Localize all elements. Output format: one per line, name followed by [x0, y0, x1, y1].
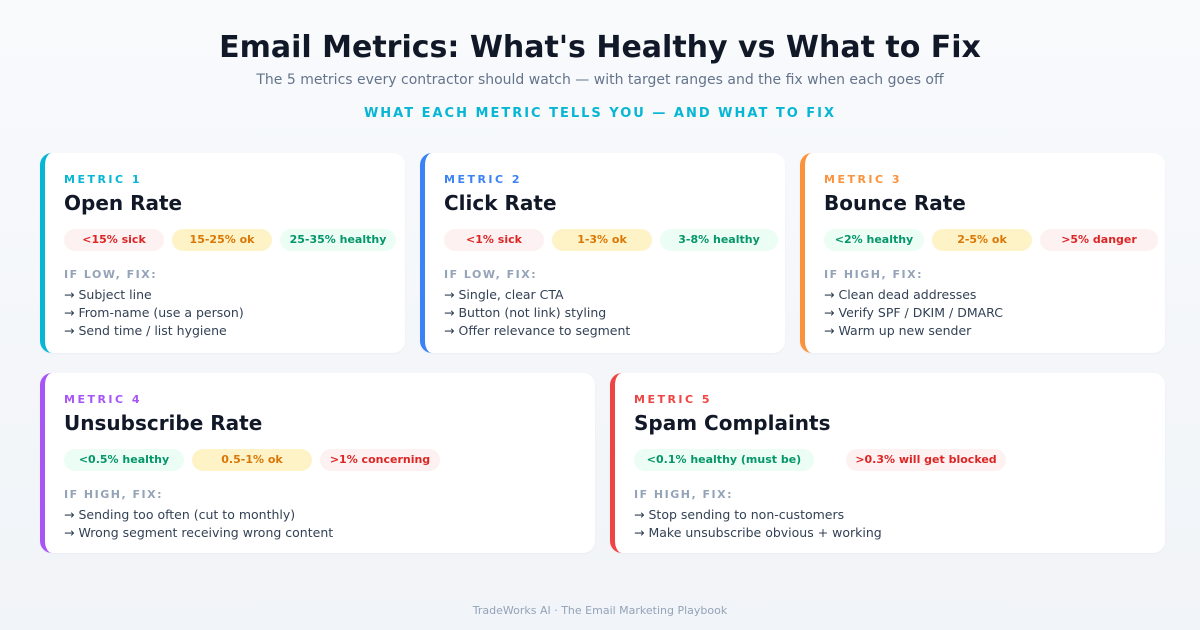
fix-item: → Make unsubscribe obvious + working	[634, 525, 882, 540]
fix-label: IF LOW, FIX:	[64, 268, 158, 281]
fix-item: → Subject line	[64, 287, 152, 302]
arrow-right-icon: →	[64, 287, 75, 302]
metric-kicker: METRIC 2	[444, 173, 523, 186]
range-pill-sick: <15% sick	[64, 229, 164, 251]
fix-item: → Offer relevance to segment	[444, 323, 631, 338]
metric-card-bounce-rate: METRIC 3 Bounce Rate <2% healthy 2-5% ok…	[800, 153, 1165, 353]
fix-label: IF LOW, FIX:	[444, 268, 538, 281]
fix-item: → From-name (use a person)	[64, 305, 244, 320]
metric-card-click-rate: METRIC 2 Click Rate <1% sick 1-3% ok 3-8…	[420, 153, 785, 353]
fix-list: → Single, clear CTA → Button (not link) st…	[444, 286, 785, 340]
arrow-right-icon: →	[824, 305, 835, 320]
fix-item: → Stop sending to non-customers	[634, 507, 845, 522]
range-pills: <15% sick 15-25% ok 25-35% healthy	[64, 229, 405, 251]
arrow-right-icon: →	[824, 323, 835, 338]
range-pill-sick: <1% sick	[444, 229, 544, 251]
fix-label: IF HIGH, FIX:	[64, 488, 163, 501]
arrow-right-icon: →	[64, 525, 75, 540]
fix-item: → Verify SPF / DKIM / DMARC	[824, 305, 1003, 320]
arrow-right-icon: →	[64, 323, 75, 338]
arrow-right-icon: →	[634, 507, 645, 522]
fix-item: → Wrong segment receiving wrong content	[64, 525, 334, 540]
fix-list: → Subject line → From-name (use a person) …	[64, 286, 405, 340]
metric-title: Open Rate	[64, 191, 183, 215]
arrow-right-icon: →	[444, 323, 455, 338]
range-pill-healthy: <2% healthy	[824, 229, 924, 251]
arrow-right-icon: →	[444, 287, 455, 302]
metric-kicker: METRIC 5	[634, 393, 713, 406]
range-pill-ok: 1-3% ok	[552, 229, 652, 251]
range-pill-healthy: <0.1% healthy (must be)	[634, 449, 814, 471]
section-label: WHAT EACH METRIC TELLS YOU — AND WHAT TO…	[363, 106, 837, 121]
range-pill-ok: 15-25% ok	[172, 229, 272, 251]
range-pill-ok: 0.5-1% ok	[192, 449, 312, 471]
fix-label: IF HIGH, FIX:	[824, 268, 923, 281]
metric-kicker: METRIC 3	[824, 173, 903, 186]
footer-credit: TradeWorks AI · The Email Marketing Play…	[472, 604, 728, 617]
range-pills: <1% sick 1-3% ok 3-8% healthy	[444, 229, 785, 251]
metric-card-spam-complaints: METRIC 5 Spam Complaints <0.1% healthy (…	[610, 373, 1165, 553]
range-pill-healthy: <0.5% healthy	[64, 449, 184, 471]
fix-list: → Sending too often (cut to monthly) → Wro…	[64, 506, 595, 542]
arrow-right-icon: →	[824, 287, 835, 302]
page-subtitle: The 5 metrics every contractor should wa…	[256, 72, 944, 88]
metric-card-open-rate: METRIC 1 Open Rate <15% sick 15-25% ok 2…	[40, 153, 405, 353]
fix-item: → Single, clear CTA	[444, 287, 564, 302]
page-title: Email Metrics: What's Healthy vs What to…	[219, 30, 981, 65]
fix-list: → Stop sending to non-customers → Make uns…	[634, 506, 1165, 542]
fix-item: → Send time / list hygiene	[64, 323, 227, 338]
metric-kicker: METRIC 1	[64, 173, 143, 186]
arrow-right-icon: →	[64, 305, 75, 320]
fix-item: → Warm up new sender	[824, 323, 972, 338]
fix-item: → Button (not link) styling	[444, 305, 607, 320]
fix-item: → Sending too often (cut to monthly)	[64, 507, 296, 522]
metric-title: Click Rate	[444, 191, 557, 215]
arrow-right-icon: →	[444, 305, 455, 320]
range-pills: <0.1% healthy (must be) >0.3% will get b…	[634, 449, 1165, 471]
range-pill-ok: 2-5% ok	[932, 229, 1032, 251]
range-pill-concerning: >1% concerning	[320, 449, 440, 471]
arrow-right-icon: →	[64, 507, 75, 522]
range-pill-blocked: >0.3% will get blocked	[846, 449, 1006, 471]
range-pill-healthy: 25-35% healthy	[280, 229, 396, 251]
range-pill-healthy: 3-8% healthy	[660, 229, 778, 251]
fix-list: → Clean dead addresses → Verify SPF / DKIM…	[824, 286, 1165, 340]
range-pill-danger: >5% danger	[1040, 229, 1158, 251]
range-pills: <0.5% healthy 0.5-1% ok >1% concerning	[64, 449, 595, 471]
metric-title: Spam Complaints	[634, 411, 831, 435]
metric-title: Unsubscribe Rate	[64, 411, 263, 435]
metric-kicker: METRIC 4	[64, 393, 143, 406]
metric-card-unsubscribe-rate: METRIC 4 Unsubscribe Rate <0.5% healthy …	[40, 373, 595, 553]
range-pills: <2% healthy 2-5% ok >5% danger	[824, 229, 1165, 251]
fix-item: → Clean dead addresses	[824, 287, 977, 302]
arrow-right-icon: →	[634, 525, 645, 540]
fix-label: IF HIGH, FIX:	[634, 488, 733, 501]
metric-title: Bounce Rate	[824, 191, 966, 215]
